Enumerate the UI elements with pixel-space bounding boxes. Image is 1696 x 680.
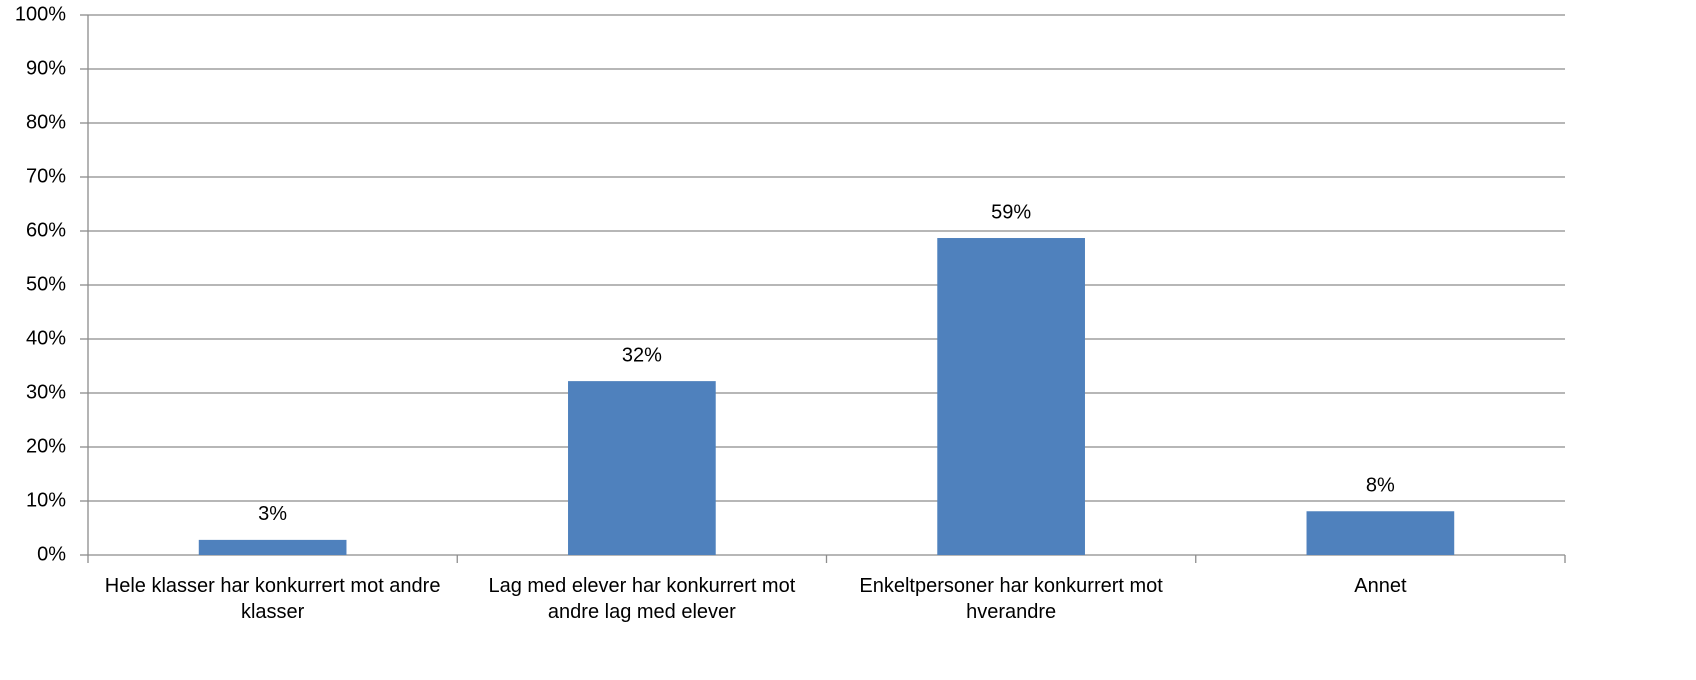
y-tick-label: 70% <box>26 165 66 187</box>
data-label: 8% <box>1366 475 1395 497</box>
y-tick-label: 20% <box>26 435 66 457</box>
y-tick-label: 60% <box>26 219 66 241</box>
bar <box>568 381 716 555</box>
y-tick-label: 30% <box>26 381 66 403</box>
bar <box>937 238 1085 555</box>
x-tick-label: Annet <box>1354 575 1407 597</box>
bar <box>1306 511 1455 555</box>
y-tick-label: 50% <box>26 273 66 295</box>
bar <box>198 539 347 555</box>
x-tick-label: Lag med elever har konkurrert mot andre … <box>488 575 796 623</box>
y-tick-label: 100% <box>15 3 66 25</box>
x-tick-label: Enkeltpersoner har konkurrert mot hveran… <box>859 575 1163 623</box>
y-tick-label: 10% <box>26 489 66 511</box>
y-tick-label: 80% <box>26 111 66 133</box>
y-tick-label: 0% <box>37 543 66 565</box>
y-tick-label: 40% <box>26 327 66 349</box>
data-label: 32% <box>622 344 662 366</box>
data-label: 59% <box>991 201 1031 223</box>
x-tick-label: Hele klasser har konkurrert mot andre kl… <box>104 575 441 623</box>
data-label: 3% <box>258 503 287 525</box>
y-tick-label: 90% <box>26 57 66 79</box>
